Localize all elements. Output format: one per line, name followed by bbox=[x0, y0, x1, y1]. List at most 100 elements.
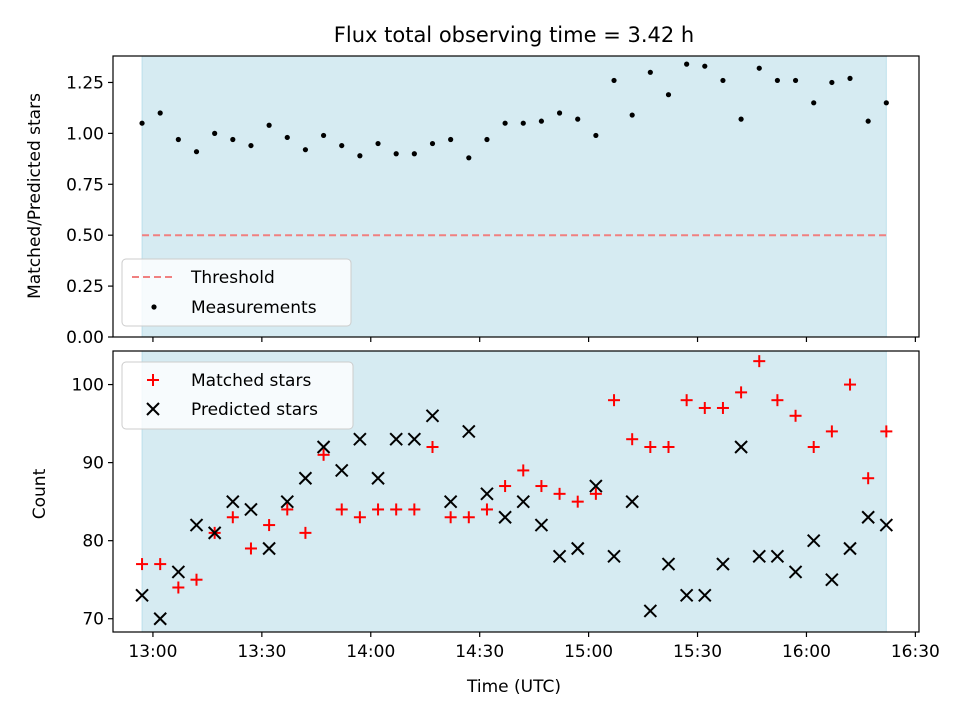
ratio-legend: Threshold Measurements bbox=[121, 258, 352, 327]
matched-star-point bbox=[299, 526, 312, 539]
matched-star-point bbox=[535, 480, 548, 493]
matched-star-point bbox=[353, 511, 366, 524]
bottom-y-axis-label: Count bbox=[30, 468, 50, 519]
predicted-star-point bbox=[788, 565, 803, 579]
predicted-star-point bbox=[443, 494, 458, 509]
predicted-star-point bbox=[679, 588, 694, 603]
predicted-star-point bbox=[843, 541, 857, 556]
measurement-point bbox=[266, 122, 272, 128]
matched-star-point bbox=[825, 425, 838, 438]
y-tick-label: 0.50 bbox=[66, 226, 104, 246]
measurement-point bbox=[466, 155, 472, 161]
matched-star-point bbox=[226, 511, 239, 524]
predicted-star-point bbox=[316, 440, 331, 454]
measurement-point bbox=[865, 118, 871, 124]
predicted-star-point bbox=[407, 432, 422, 446]
predicted-star-point bbox=[480, 487, 494, 501]
x-tick-label: 16:00 bbox=[782, 642, 831, 662]
x-tick-label: 13:00 bbox=[128, 642, 177, 662]
measurement-point bbox=[284, 134, 290, 141]
x-tick-label: 15:00 bbox=[564, 642, 613, 662]
predicted-star-point bbox=[825, 572, 839, 587]
y-tick-label: 1.00 bbox=[66, 124, 104, 144]
predicted-star-point bbox=[207, 526, 222, 540]
threshold-legend-label: Threshold bbox=[190, 268, 275, 288]
measurement-point bbox=[230, 136, 236, 143]
count-legend-box bbox=[121, 361, 354, 430]
y-tick-label: 1.25 bbox=[66, 73, 104, 93]
measurement-point bbox=[720, 77, 726, 84]
measurement-point bbox=[629, 112, 635, 118]
matched-star-point bbox=[335, 503, 348, 516]
measurement-point bbox=[212, 130, 218, 136]
predicted-star-point bbox=[643, 604, 658, 618]
predicted-star-point bbox=[770, 549, 785, 563]
matched-legend-swatch bbox=[147, 374, 159, 386]
chart-title: Flux total observing time = 3.42 h bbox=[334, 23, 694, 47]
predicted-star-point bbox=[752, 549, 766, 563]
x-tick-label: 15:30 bbox=[673, 642, 722, 662]
measurement-point bbox=[248, 142, 254, 149]
predicted-star-point bbox=[589, 479, 603, 493]
measurement-point bbox=[175, 136, 181, 143]
matched-star-point bbox=[807, 441, 820, 454]
y-tick-label: 0.00 bbox=[66, 328, 104, 348]
predicted-star-point bbox=[171, 565, 186, 579]
matched-star-point bbox=[789, 409, 802, 422]
measurement-point bbox=[320, 132, 327, 139]
matched-star-point bbox=[844, 378, 857, 391]
predicted-star-point bbox=[516, 494, 530, 509]
matched-star-point bbox=[753, 355, 766, 368]
measurement-point bbox=[139, 120, 145, 126]
measurement-point bbox=[375, 140, 381, 147]
matched-star-point bbox=[154, 558, 167, 571]
predicted-star-point bbox=[552, 549, 567, 563]
predicted-star-point bbox=[698, 588, 712, 603]
matched-star-point bbox=[644, 441, 657, 454]
y-tick-label: 100 bbox=[72, 376, 104, 396]
predicted-star-point bbox=[861, 510, 875, 524]
ratio-legend-box bbox=[121, 258, 352, 327]
matched-star-point bbox=[372, 503, 385, 516]
matched-star-point bbox=[662, 441, 675, 454]
matched-star-point bbox=[735, 386, 748, 399]
predicted-star-point bbox=[189, 518, 204, 532]
predicted-star-point bbox=[335, 463, 349, 478]
predicted-star-point bbox=[389, 432, 403, 446]
measurement-point bbox=[847, 75, 853, 81]
axes-frame bbox=[112, 55, 920, 338]
measurement-point bbox=[193, 149, 200, 155]
matched-star-point bbox=[462, 511, 475, 524]
matched-star-point bbox=[499, 480, 512, 493]
predicted-star-point bbox=[661, 557, 676, 571]
predicted-star-point bbox=[571, 541, 585, 556]
predicted-legend-label: Predicted stars bbox=[191, 400, 318, 420]
measurement-point bbox=[593, 132, 599, 139]
predicted-star-point bbox=[716, 557, 730, 571]
predicted-star-point bbox=[280, 494, 294, 509]
measurement-point bbox=[738, 116, 744, 122]
matched-star-point bbox=[680, 394, 693, 407]
matched-star-point bbox=[408, 503, 421, 516]
y-tick-label: 90 bbox=[82, 454, 104, 474]
predicted-star-point bbox=[262, 541, 276, 556]
predicted-star-point bbox=[298, 471, 313, 485]
matched-star-point bbox=[244, 542, 257, 555]
predicted-star-point bbox=[879, 518, 894, 532]
predicted-star-point bbox=[153, 612, 167, 626]
y-tick-label: 80 bbox=[82, 532, 104, 552]
predicted-star-point bbox=[734, 440, 748, 454]
y-tick-label: 0.75 bbox=[66, 175, 104, 195]
matched-star-point bbox=[589, 487, 602, 500]
measurement-point bbox=[684, 61, 690, 67]
x-tick-label: 13:30 bbox=[237, 642, 286, 662]
axes-frame bbox=[112, 350, 920, 633]
matched-star-point bbox=[716, 401, 729, 414]
measurements-legend-label: Measurements bbox=[191, 298, 317, 318]
predicted-legend-swatch bbox=[146, 402, 160, 416]
measurement-point bbox=[538, 118, 545, 124]
measurement-point bbox=[647, 69, 653, 75]
matched-star-point bbox=[480, 503, 493, 516]
